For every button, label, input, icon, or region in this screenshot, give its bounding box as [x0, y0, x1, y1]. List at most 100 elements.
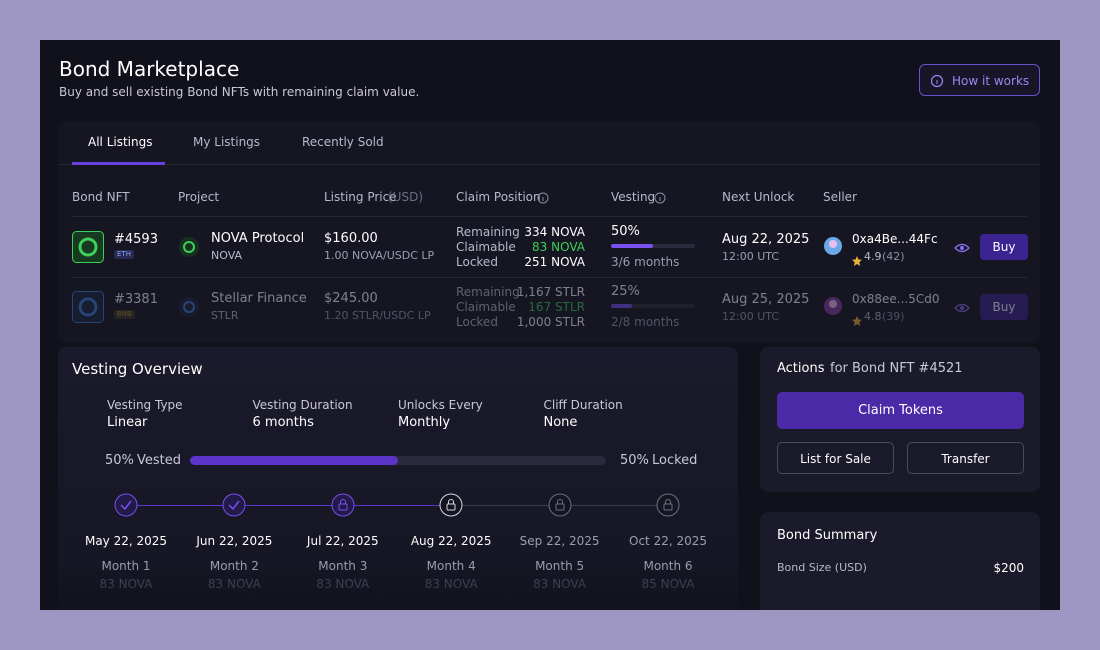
vesting-fill: [611, 304, 632, 308]
column-header: Project: [178, 190, 220, 204]
info-icon: [653, 190, 667, 204]
secondary-button[interactable]: [907, 442, 1024, 474]
buy-button[interactable]: [980, 294, 1028, 320]
tab[interactable]: Recently Sold: [302, 135, 384, 149]
timeline-node: [114, 493, 138, 517]
column-header: Claim Position: [456, 190, 541, 204]
actions-subtitle: for Bond NFT #4521: [830, 361, 963, 376]
star: [852, 251, 862, 266]
project-icon: [178, 236, 200, 258]
info-icon-svg: [654, 192, 666, 204]
claim-label: Remaining: [456, 225, 520, 239]
reviews: (42): [882, 250, 905, 263]
timeline-node-svg: [656, 493, 680, 517]
claim-label: Claimable: [456, 300, 516, 314]
timeline-node-svg: [222, 493, 246, 517]
claim-label: Locked: [456, 255, 498, 269]
view-icon: [954, 240, 970, 254]
unlock-time: 12:00 UTC: [722, 250, 780, 263]
timeline-date: Oct 22, 2025: [629, 534, 707, 548]
tab-underline: [72, 162, 165, 165]
next-unlock: Aug 22, 2025: [722, 232, 810, 247]
claim-value: 334 NOVA: [524, 225, 585, 239]
vesting-percent: 25%: [611, 284, 640, 299]
claim-button[interactable]: [777, 392, 1024, 429]
claim-label: Remaining: [456, 285, 520, 299]
view-icon-svg: [954, 243, 970, 253]
column-header: Next Unlock: [722, 190, 795, 204]
pair: 1.20 STLR/USDC LP: [324, 309, 431, 322]
timeline-node: [222, 493, 246, 517]
detail-value: 6 months: [252, 415, 314, 430]
seller-address: 0x88ee...5Cd0: [852, 292, 940, 306]
summary-value: $200: [993, 561, 1024, 575]
project-name: NOVA Protocol: [211, 231, 305, 246]
actions-title: Actions: [777, 361, 825, 376]
vesting-title: Vesting Overview: [72, 360, 203, 378]
chain-badge: BNB: [114, 310, 135, 319]
vesting-months: 3/6 months: [611, 255, 680, 269]
help-label[interactable]: How it works: [952, 74, 1030, 88]
detail-value: Monthly: [398, 415, 451, 430]
nft-id: #3381: [114, 292, 158, 307]
column-header: Vesting: [611, 190, 656, 204]
subtitle: Buy and sell existing Bond NFTs with rem…: [59, 85, 420, 99]
timeline-node: [548, 493, 572, 517]
tab[interactable]: My Listings: [193, 135, 261, 149]
nft-icon-svg: [72, 231, 104, 263]
column-header: Seller: [823, 190, 857, 204]
timeline-node-svg: [439, 493, 463, 517]
buy-button[interactable]: [980, 234, 1028, 260]
star: [852, 311, 862, 326]
buy-label[interactable]: Buy: [992, 300, 1016, 314]
progress-fill: [190, 456, 398, 465]
detail-label: Unlocks Every: [398, 398, 483, 412]
timeline-date: Sep 22, 2025: [519, 534, 600, 548]
column-unit: (USD): [388, 190, 424, 204]
star-svg: [852, 256, 862, 266]
reviews: (39): [882, 310, 905, 323]
detail-value: Linear: [107, 415, 148, 430]
vested-label: Vested: [137, 453, 182, 468]
claim-label: Claimable: [456, 240, 516, 254]
fade: [58, 565, 738, 610]
project-name: Stellar Finance: [211, 291, 307, 306]
vesting-months: 2/8 months: [611, 315, 680, 329]
timeline-node-svg: [548, 493, 572, 517]
view-icon-svg: [954, 303, 970, 313]
secondary-button[interactable]: [777, 442, 894, 474]
seller-avatar-svg: [824, 237, 842, 255]
timeline-date: Jul 22, 2025: [306, 534, 379, 548]
project-icon-svg: [179, 297, 199, 317]
detail-label: Vesting Type: [107, 398, 183, 412]
price: $160.00: [324, 231, 378, 246]
timeline-date: Aug 22, 2025: [410, 534, 492, 548]
locked-percent: 50%: [620, 453, 649, 468]
info-icon: [536, 190, 550, 204]
timeline-node: [656, 493, 680, 517]
rating: 4.9: [864, 250, 882, 263]
row-divider: [72, 277, 1027, 278]
seller-avatar: [823, 296, 843, 316]
timeline-node-svg: [114, 493, 138, 517]
secondary-label[interactable]: List for Sale: [800, 452, 871, 466]
claim-label[interactable]: Claim Tokens: [858, 403, 943, 418]
seller-avatar: [823, 236, 843, 256]
seller-address: 0xa4Be...44Fc: [852, 232, 938, 246]
buy-label[interactable]: Buy: [992, 240, 1016, 254]
timeline-line-done: [126, 505, 452, 506]
row-divider: [72, 216, 1027, 217]
column-header: Bond NFT: [72, 190, 130, 204]
next-unlock: Aug 25, 2025: [722, 292, 810, 307]
view-icon: [954, 300, 970, 314]
vesting-fill: [611, 244, 653, 248]
price: $245.00: [324, 291, 378, 306]
help-button[interactable]: [919, 64, 1040, 96]
tab[interactable]: All Listings: [88, 135, 153, 149]
claim-label: Locked: [456, 315, 498, 329]
summary-title: Bond Summary: [777, 528, 878, 543]
pair: 1.00 NOVA/USDC LP: [324, 249, 435, 262]
vesting-percent: 50%: [611, 224, 640, 239]
secondary-label[interactable]: Transfer: [941, 452, 990, 466]
